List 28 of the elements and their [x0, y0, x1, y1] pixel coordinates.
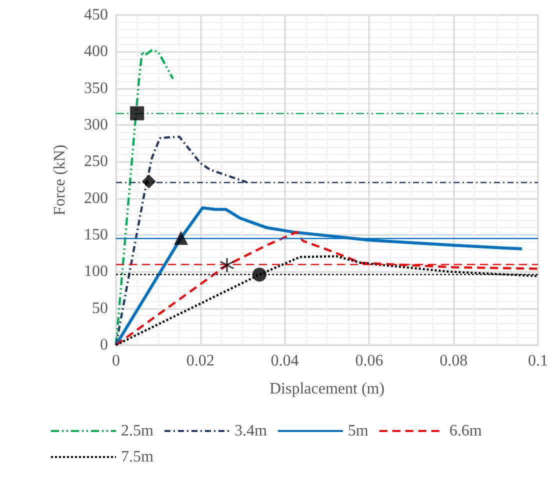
x-tick-label: 0.04 [270, 352, 299, 370]
y-tick-label: 350 [84, 80, 108, 97]
legend-label: 3.4m [234, 422, 268, 440]
point [142, 174, 156, 188]
y-tick-label: 300 [84, 116, 108, 134]
x-tick-label: 0.02 [186, 352, 214, 370]
y-tick-label: 450 [84, 6, 108, 24]
y-tick-label: 50 [92, 300, 108, 317]
x-tick-label: 0 [112, 352, 120, 370]
point [220, 258, 234, 272]
point [174, 230, 188, 245]
y-tick-label: 100 [84, 263, 108, 280]
point [130, 106, 144, 120]
legend-label: 6.6m [449, 422, 482, 440]
y-tick-label: 400 [84, 43, 108, 60]
y-tick-label: 0 [100, 336, 108, 354]
legend-label: 7.5m [121, 448, 154, 466]
y-tick-label: 200 [84, 190, 108, 207]
y-tick-label: 150 [84, 226, 108, 244]
x-axis-title: Displacement (m) [269, 380, 385, 398]
x-tick-label: 0.06 [355, 352, 384, 370]
y-axis-title: Force (kN) [52, 144, 68, 216]
legend-label: 5m [348, 422, 369, 440]
point [252, 268, 266, 282]
x-tick-label: 0.1 [528, 352, 548, 370]
y-tick-label: 250 [84, 153, 108, 170]
x-tick-label: 0.08 [440, 352, 468, 370]
legend-label: 2.5m [121, 422, 154, 440]
